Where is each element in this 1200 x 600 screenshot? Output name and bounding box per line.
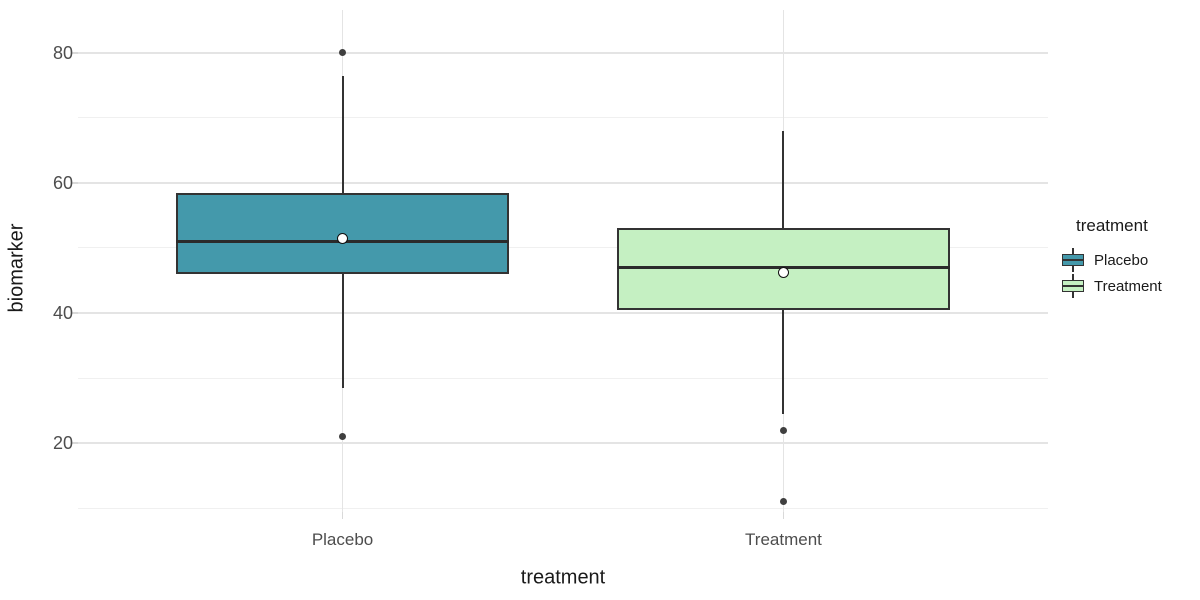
mean-point-placebo: [337, 232, 349, 244]
legend: treatment Placebo Treatment: [1062, 216, 1197, 299]
gridline-major: [78, 52, 1048, 54]
outlier-point-treatment: [779, 426, 787, 434]
legend-label: Placebo: [1094, 251, 1149, 269]
legend-item-placebo: Placebo: [1062, 247, 1197, 273]
gridline-major: [78, 182, 1048, 184]
outlier-point-placebo: [339, 49, 347, 57]
whisker-lower-placebo: [341, 274, 344, 388]
y-axis-tick: [71, 442, 78, 444]
whisker-lower-treatment: [782, 309, 785, 414]
y-axis-tick: [71, 52, 78, 54]
y-axis-tick: [71, 312, 78, 314]
outlier-point-placebo: [339, 433, 347, 441]
outlier-point-treatment: [779, 498, 787, 506]
boxplot-key-icon: [1062, 248, 1084, 272]
legend-item-treatment: Treatment: [1062, 273, 1197, 299]
gridline-minor: [78, 247, 1048, 249]
x-tick-label: Placebo: [311, 530, 374, 549]
y-tick-label: 60: [52, 172, 73, 193]
y-tick-label: 40: [52, 303, 73, 324]
x-tick-label: Treatment: [745, 530, 822, 549]
whisker-upper-treatment: [782, 130, 785, 229]
y-axis-title: biomarker: [5, 223, 28, 313]
legend-items: Placebo Treatment: [1062, 247, 1197, 299]
y-tick-label: 20: [52, 433, 73, 454]
mean-point-treatment: [777, 267, 789, 279]
gridline-major: [78, 442, 1048, 444]
x-axis-tick: [782, 512, 785, 519]
gridline-minor: [78, 117, 1048, 119]
gridline-minor: [78, 377, 1048, 379]
x-axis-title: treatment: [520, 566, 606, 589]
gridline-minor: [78, 507, 1048, 509]
boxplot-key-icon: [1062, 274, 1084, 298]
gridline-major: [78, 312, 1048, 314]
legend-label: Treatment: [1094, 277, 1162, 295]
whisker-upper-placebo: [341, 75, 344, 193]
x-axis-tick: [341, 512, 344, 519]
y-tick-label: 80: [52, 42, 73, 63]
y-axis-tick: [71, 182, 78, 184]
legend-title: treatment: [1076, 216, 1148, 235]
